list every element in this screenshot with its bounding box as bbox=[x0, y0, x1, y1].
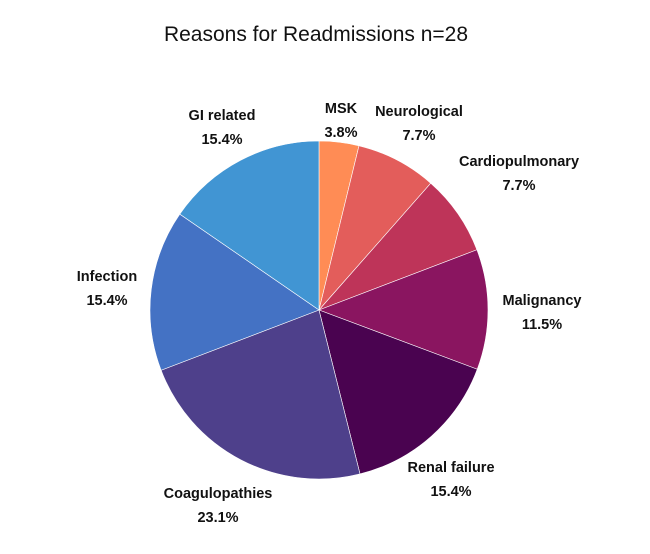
slice-value-msk: 3.8% bbox=[324, 125, 357, 141]
slice-label-neurological: Neurological bbox=[375, 104, 463, 120]
pie-slices bbox=[149, 140, 489, 480]
chart-title: Reasons for Readmissions n=28 bbox=[164, 23, 468, 46]
slice-label-coagulopathies: Coagulopathies bbox=[164, 486, 273, 502]
slice-gi-related bbox=[179, 140, 320, 311]
slice-value-neurological: 7.7% bbox=[402, 128, 435, 144]
slice-value-coagulopathies: 23.1% bbox=[197, 510, 238, 526]
slice-label-cardiopulmonary: Cardiopulmonary bbox=[459, 154, 579, 170]
slice-value-gi-related: 15.4% bbox=[201, 132, 242, 148]
slice-malignancy bbox=[318, 249, 489, 370]
slice-value-malignancy: 11.5% bbox=[522, 317, 562, 333]
slice-coagulopathies bbox=[160, 309, 361, 480]
slice-label-renal-failure: Renal failure bbox=[407, 460, 494, 476]
slice-value-cardiopulmonary: 7.7% bbox=[502, 178, 535, 194]
slice-value-infection: 15.4% bbox=[86, 293, 127, 309]
pie-labels: MSK 3.8% Neurological 7.7% Cardiopulmonary 7.… bbox=[77, 101, 582, 526]
slice-label-gi-related: GI related bbox=[189, 108, 256, 124]
slice-value-renal-failure: 15.4% bbox=[430, 484, 471, 500]
slice-label-msk: MSK bbox=[325, 101, 358, 117]
slice-label-infection: Infection bbox=[77, 269, 137, 285]
slice-infection bbox=[149, 213, 320, 371]
slice-label-malignancy: Malignancy bbox=[503, 293, 582, 309]
slice-renal-failure bbox=[318, 309, 478, 475]
